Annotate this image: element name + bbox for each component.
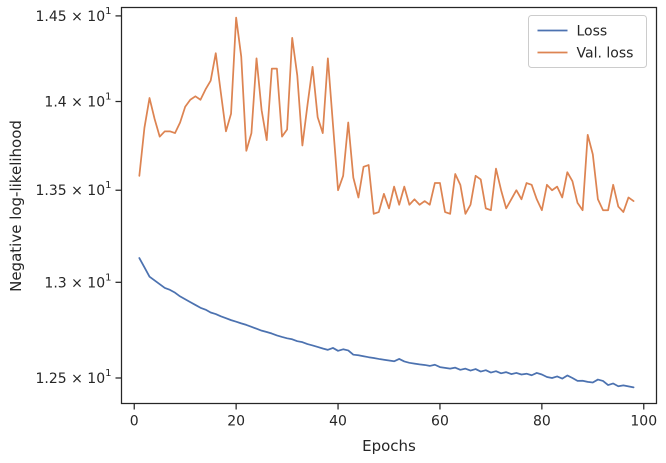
x-tick-label: 80	[533, 414, 551, 430]
y-tick-exponent: 1	[105, 368, 111, 379]
y-tick-exponent: 1	[105, 180, 111, 191]
y-tick-label: 1.35 × 101	[36, 180, 112, 199]
x-tick-label: 0	[130, 414, 139, 430]
legend: Loss Val. loss	[528, 15, 647, 68]
y-tick-base: × 10	[67, 95, 105, 111]
x-tick-label: 60	[431, 414, 449, 430]
y-axis-label: Negative log-likelihood	[7, 120, 25, 292]
y-tick-mantissa: 1.3	[44, 275, 66, 291]
y-tick-label: 1.4 × 101	[44, 92, 111, 111]
plot-frame	[120, 6, 658, 405]
y-tick-exponent: 1	[105, 6, 111, 17]
y-tick-mantissa: 1.45	[36, 9, 67, 25]
y-tick-base: × 10	[67, 275, 105, 291]
y-tick-base: × 10	[67, 9, 105, 25]
legend-box	[528, 15, 647, 68]
series-line-loss	[138, 257, 635, 389]
x-tick-label: 100	[630, 414, 657, 430]
y-tick-mantissa: 1.4	[44, 95, 66, 111]
legend-label: Loss	[577, 24, 608, 40]
y-tick-exponent: 1	[105, 92, 111, 103]
series-layer	[138, 16, 635, 389]
y-tick-base: × 10	[67, 183, 105, 199]
y-tick-mantissa: 1.25	[36, 371, 67, 387]
series-line-val-loss	[138, 16, 635, 215]
y-tick-label: 1.45 × 101	[36, 6, 112, 25]
y-tick-base: × 10	[67, 371, 105, 387]
y-tick-label: 1.25 × 101	[36, 368, 112, 387]
y-tick-exponent: 1	[105, 272, 111, 283]
x-axis-ticks: 0 20 40 60 80 100	[130, 403, 657, 430]
y-tick-label: 1.3 × 101	[44, 272, 111, 291]
legend-label: Val. loss	[577, 46, 634, 62]
x-tick-label: 20	[227, 414, 245, 430]
y-tick-mantissa: 1.35	[36, 183, 67, 199]
x-axis-label: Epochs	[362, 437, 416, 455]
x-tick-label: 40	[329, 414, 347, 430]
